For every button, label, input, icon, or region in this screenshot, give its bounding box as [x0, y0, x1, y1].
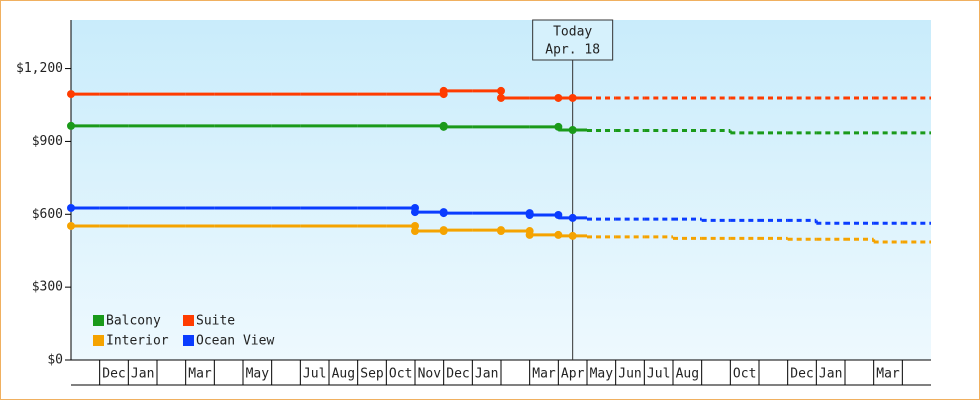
marker — [568, 231, 577, 240]
today-label: Today — [553, 25, 592, 40]
x-tick-label: Dec — [446, 367, 469, 382]
x-tick-label: May — [246, 367, 270, 382]
legend-swatch — [93, 315, 104, 326]
legend-label: Balcony — [106, 314, 161, 329]
y-tick-label: $0 — [47, 353, 63, 368]
marker — [525, 211, 534, 220]
y-tick-label: $600 — [32, 207, 63, 222]
marker — [67, 121, 75, 130]
y-tick-label: $300 — [32, 280, 63, 295]
today-label: Apr. 18 — [545, 43, 600, 58]
x-tick-label: Jul — [303, 367, 326, 382]
x-tick-label: Jan — [131, 367, 154, 382]
marker — [67, 203, 75, 212]
x-tick-label: Aug — [676, 367, 699, 382]
marker — [554, 211, 563, 220]
marker — [439, 209, 448, 218]
marker — [439, 86, 448, 95]
legend-swatch — [93, 335, 104, 346]
marker — [497, 86, 505, 95]
marker — [554, 93, 563, 102]
marker — [439, 122, 448, 131]
legend-label: Interior — [106, 334, 169, 349]
marker — [411, 208, 419, 217]
x-tick-label: Jul — [647, 367, 670, 382]
marker — [568, 126, 577, 135]
today-box — [532, 19, 614, 61]
marker — [554, 230, 563, 239]
x-tick-label: Nov — [418, 367, 442, 382]
x-tick-label: Jan — [819, 367, 842, 382]
x-tick-label: Jan — [475, 367, 498, 382]
plot-area — [71, 20, 931, 360]
marker — [525, 230, 534, 239]
x-tick-label: Sep — [360, 367, 384, 382]
marker — [568, 213, 577, 222]
x-tick-label: Jun — [618, 367, 641, 382]
legend-swatch — [183, 335, 194, 346]
marker — [568, 93, 577, 102]
marker — [497, 93, 505, 102]
x-tick-label: May — [590, 367, 614, 382]
y-tick-label: $900 — [32, 134, 63, 149]
x-tick-label: Aug — [332, 367, 355, 382]
marker — [554, 122, 563, 131]
y-tick-label: $1,200 — [16, 61, 63, 76]
x-tick-label: Mar — [876, 367, 900, 382]
x-tick-label: Oct — [389, 367, 412, 382]
x-tick-label: Dec — [102, 367, 125, 382]
legend-swatch — [183, 315, 194, 326]
legend-label: Suite — [196, 314, 235, 329]
x-tick-label: Oct — [733, 367, 756, 382]
x-tick-label: Dec — [790, 367, 813, 382]
x-tick-label: Apr — [561, 367, 585, 382]
marker — [439, 226, 448, 235]
x-tick-label: Mar — [532, 367, 556, 382]
legend-label: Ocean View — [196, 334, 274, 349]
marker — [67, 221, 75, 230]
marker — [497, 227, 505, 236]
x-tick-label: Mar — [188, 367, 212, 382]
marker — [67, 90, 75, 99]
marker — [411, 227, 419, 236]
